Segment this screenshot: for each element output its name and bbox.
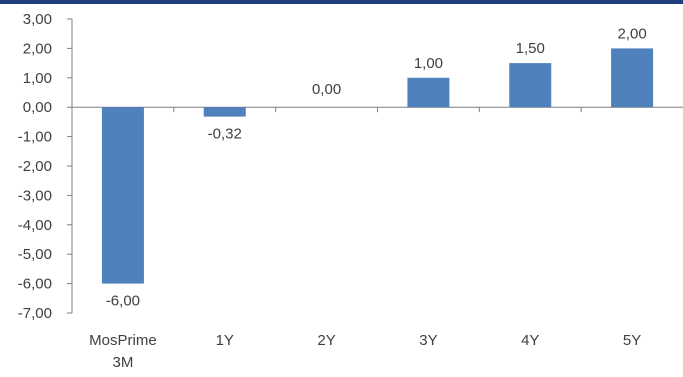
y-tick-label: 3,00 xyxy=(23,11,52,28)
data-label: -0,32 xyxy=(208,126,242,143)
x-tick-label-line: MosPrime xyxy=(89,332,157,349)
y-tick-label: 0,00 xyxy=(23,99,52,116)
bar xyxy=(203,107,246,117)
x-tick-label-line: 5Y xyxy=(623,332,641,349)
x-tick-label-line: 4Y xyxy=(521,332,539,349)
x-tick-label: 5Y xyxy=(623,332,641,349)
bar xyxy=(101,107,144,284)
data-label: 2,00 xyxy=(617,25,646,42)
x-tick-label-line: 3Y xyxy=(419,332,437,349)
y-tick-label: -5,00 xyxy=(18,246,52,263)
bar xyxy=(407,77,450,108)
y-tick-label: -7,00 xyxy=(18,305,52,322)
bar xyxy=(611,48,654,108)
x-tick-label: 3Y xyxy=(419,332,437,349)
y-tick-label: -3,00 xyxy=(18,187,52,204)
bar xyxy=(509,63,552,108)
x-tick-label-line: 2Y xyxy=(317,332,335,349)
y-tick-label: 2,00 xyxy=(23,40,52,57)
x-tick-label: 2Y xyxy=(317,332,335,349)
x-tick-label-line: 1Y xyxy=(216,332,234,349)
y-tick-label: 1,00 xyxy=(23,70,52,87)
data-label: -6,00 xyxy=(106,293,140,310)
data-label: 1,00 xyxy=(414,55,443,72)
header-rule xyxy=(0,0,683,4)
x-tick-label: 4Y xyxy=(521,332,539,349)
x-tick-label-line: 3M xyxy=(112,354,133,371)
y-tick-label: -1,00 xyxy=(18,129,52,146)
x-tick-label: 1Y xyxy=(216,332,234,349)
y-tick-label: -6,00 xyxy=(18,276,52,293)
y-tick-label: -4,00 xyxy=(18,217,52,234)
x-tick-label: MosPrime 3M xyxy=(89,332,157,371)
y-tick-label: -2,00 xyxy=(18,158,52,175)
data-label: 0,00 xyxy=(312,81,341,98)
data-label: 1,50 xyxy=(516,40,545,57)
